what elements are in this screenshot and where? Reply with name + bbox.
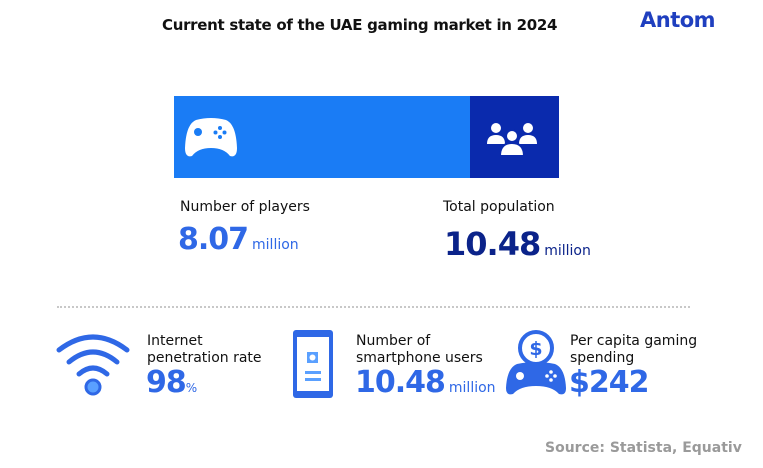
population-value: 10.48 million (444, 225, 591, 263)
antom-logo: Antom (640, 8, 716, 32)
wifi-icon (56, 334, 130, 396)
population-number: 10.48 (444, 225, 541, 263)
page-title: Current state of the UAE gaming market i… (162, 16, 558, 34)
population-unit: million (544, 243, 591, 259)
players-bar-segment (174, 96, 471, 178)
smartphone-value: 10.48 million (355, 365, 496, 400)
smartphone-icon (293, 330, 333, 398)
divider (57, 306, 690, 308)
gamepad-icon (185, 118, 237, 157)
source-note: Source: Statista, Equativ (545, 440, 742, 456)
players-unit: million (252, 237, 299, 253)
internet-value: 98% (146, 365, 197, 400)
population-bar-segment (470, 96, 559, 178)
svg-text:$: $ (529, 338, 542, 360)
players-vs-population-bar (174, 96, 559, 178)
players-value: 8.07 million (178, 222, 299, 257)
players-label: Number of players (180, 199, 310, 215)
spending-value: $242 (569, 365, 649, 400)
gamepad-dollar-icon: $ (506, 330, 566, 395)
spending-label: Per capita gaming spending (570, 333, 698, 366)
internet-label: Internet penetration rate (147, 333, 262, 366)
smartphone-label: Number of smartphone users (356, 333, 483, 366)
players-number: 8.07 (178, 222, 249, 257)
people-group-icon (487, 123, 538, 156)
population-label: Total population (443, 199, 555, 215)
